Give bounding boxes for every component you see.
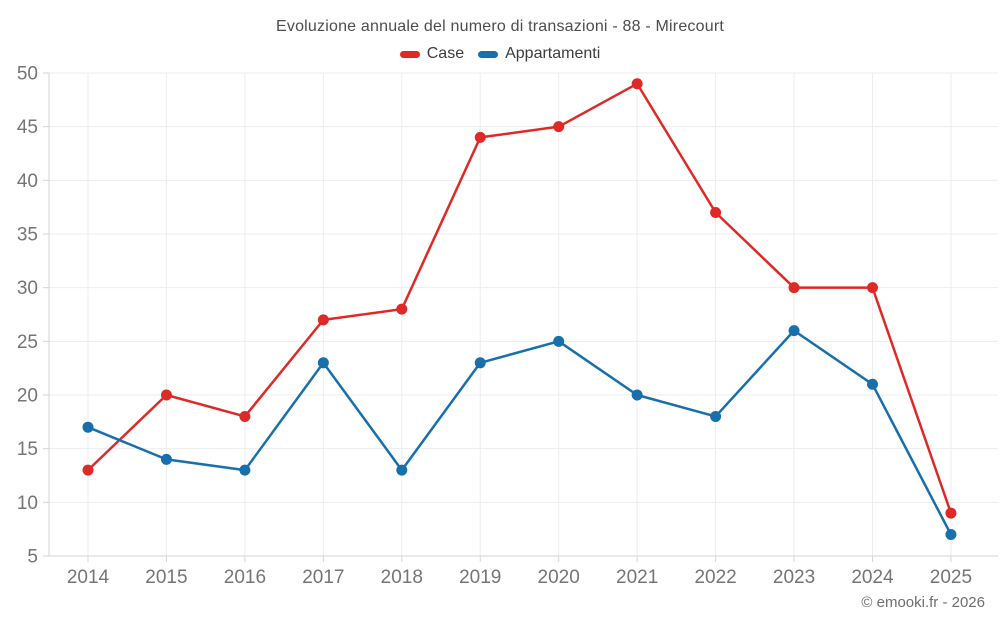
data-point-appartamenti-2024[interactable] [867,378,878,390]
data-point-appartamenti-2014[interactable] [82,421,94,433]
data-point-case-2014[interactable] [82,464,94,476]
case-series-swatch-icon [399,50,420,58]
x-axis-label: 2014 [67,567,110,588]
y-axis-label: 45 [17,117,38,138]
data-point-appartamenti-2017[interactable] [317,357,329,369]
x-axis-label: 2017 [302,567,344,588]
legend-label-case: Case [426,45,465,62]
data-point-appartamenti-2019[interactable] [474,357,486,369]
data-point-case-2018[interactable] [396,303,408,315]
legend: Case Appartamenti [0,45,1000,63]
data-point-case-2021[interactable] [631,78,643,90]
x-axis-label: 2021 [616,567,658,588]
legend-label-appartamenti: Appartamenti [505,45,601,62]
legend-item-appartamenti[interactable]: Appartamenti [478,45,600,63]
data-point-case-2023[interactable] [788,282,800,294]
data-point-case-2019[interactable] [474,131,486,143]
y-axis-label: 25 [17,332,38,353]
series-line-case [86,82,953,515]
data-point-appartamenti-2016[interactable] [239,464,251,476]
data-point-appartamenti-2015[interactable] [160,453,172,465]
y-axis-label: 30 [17,278,38,299]
data-point-case-2020[interactable] [553,121,565,133]
y-axis-label: 50 [17,64,38,85]
data-point-appartamenti-2023[interactable] [788,325,800,337]
x-axis-label: 2025 [930,567,972,588]
x-axis-label: 2022 [694,567,736,588]
x-axis-label: 2016 [224,567,266,588]
x-axis-label: 2015 [145,567,187,588]
data-point-case-2016[interactable] [239,410,251,422]
x-axis-label: 2020 [538,567,580,588]
data-point-case-2024[interactable] [867,282,878,294]
y-axis-label: 40 [17,171,38,192]
x-axis-label: 2018 [381,567,423,588]
data-point-appartamenti-2025[interactable] [945,529,957,541]
y-axis-label: 15 [17,439,38,460]
series-line-appartamenti [86,329,953,536]
x-axis-label: 2019 [459,567,501,588]
y-axis-label: 5 [27,547,38,568]
data-point-case-2017[interactable] [317,314,329,326]
y-axis-label: 35 [17,225,38,246]
data-point-case-2015[interactable] [160,389,172,401]
data-point-appartamenti-2018[interactable] [396,464,408,476]
data-point-appartamenti-2020[interactable] [553,335,565,347]
x-axis-label: 2024 [851,567,894,588]
data-point-case-2025[interactable] [945,507,957,519]
legend-item-case[interactable]: Case [399,45,465,63]
data-point-appartamenti-2022[interactable] [710,410,722,422]
chart-title: Evoluzione annuale del numero di transaz… [276,18,724,35]
attribution: © emooki.fr - 2026 [861,594,985,611]
data-point-case-2022[interactable] [710,207,722,219]
data-point-appartamenti-2021[interactable] [631,389,643,401]
x-axis-label: 2023 [773,567,815,588]
appartamenti-series-swatch-icon [478,50,499,58]
y-axis-label: 10 [17,493,38,514]
y-axis-label: 20 [17,386,38,407]
